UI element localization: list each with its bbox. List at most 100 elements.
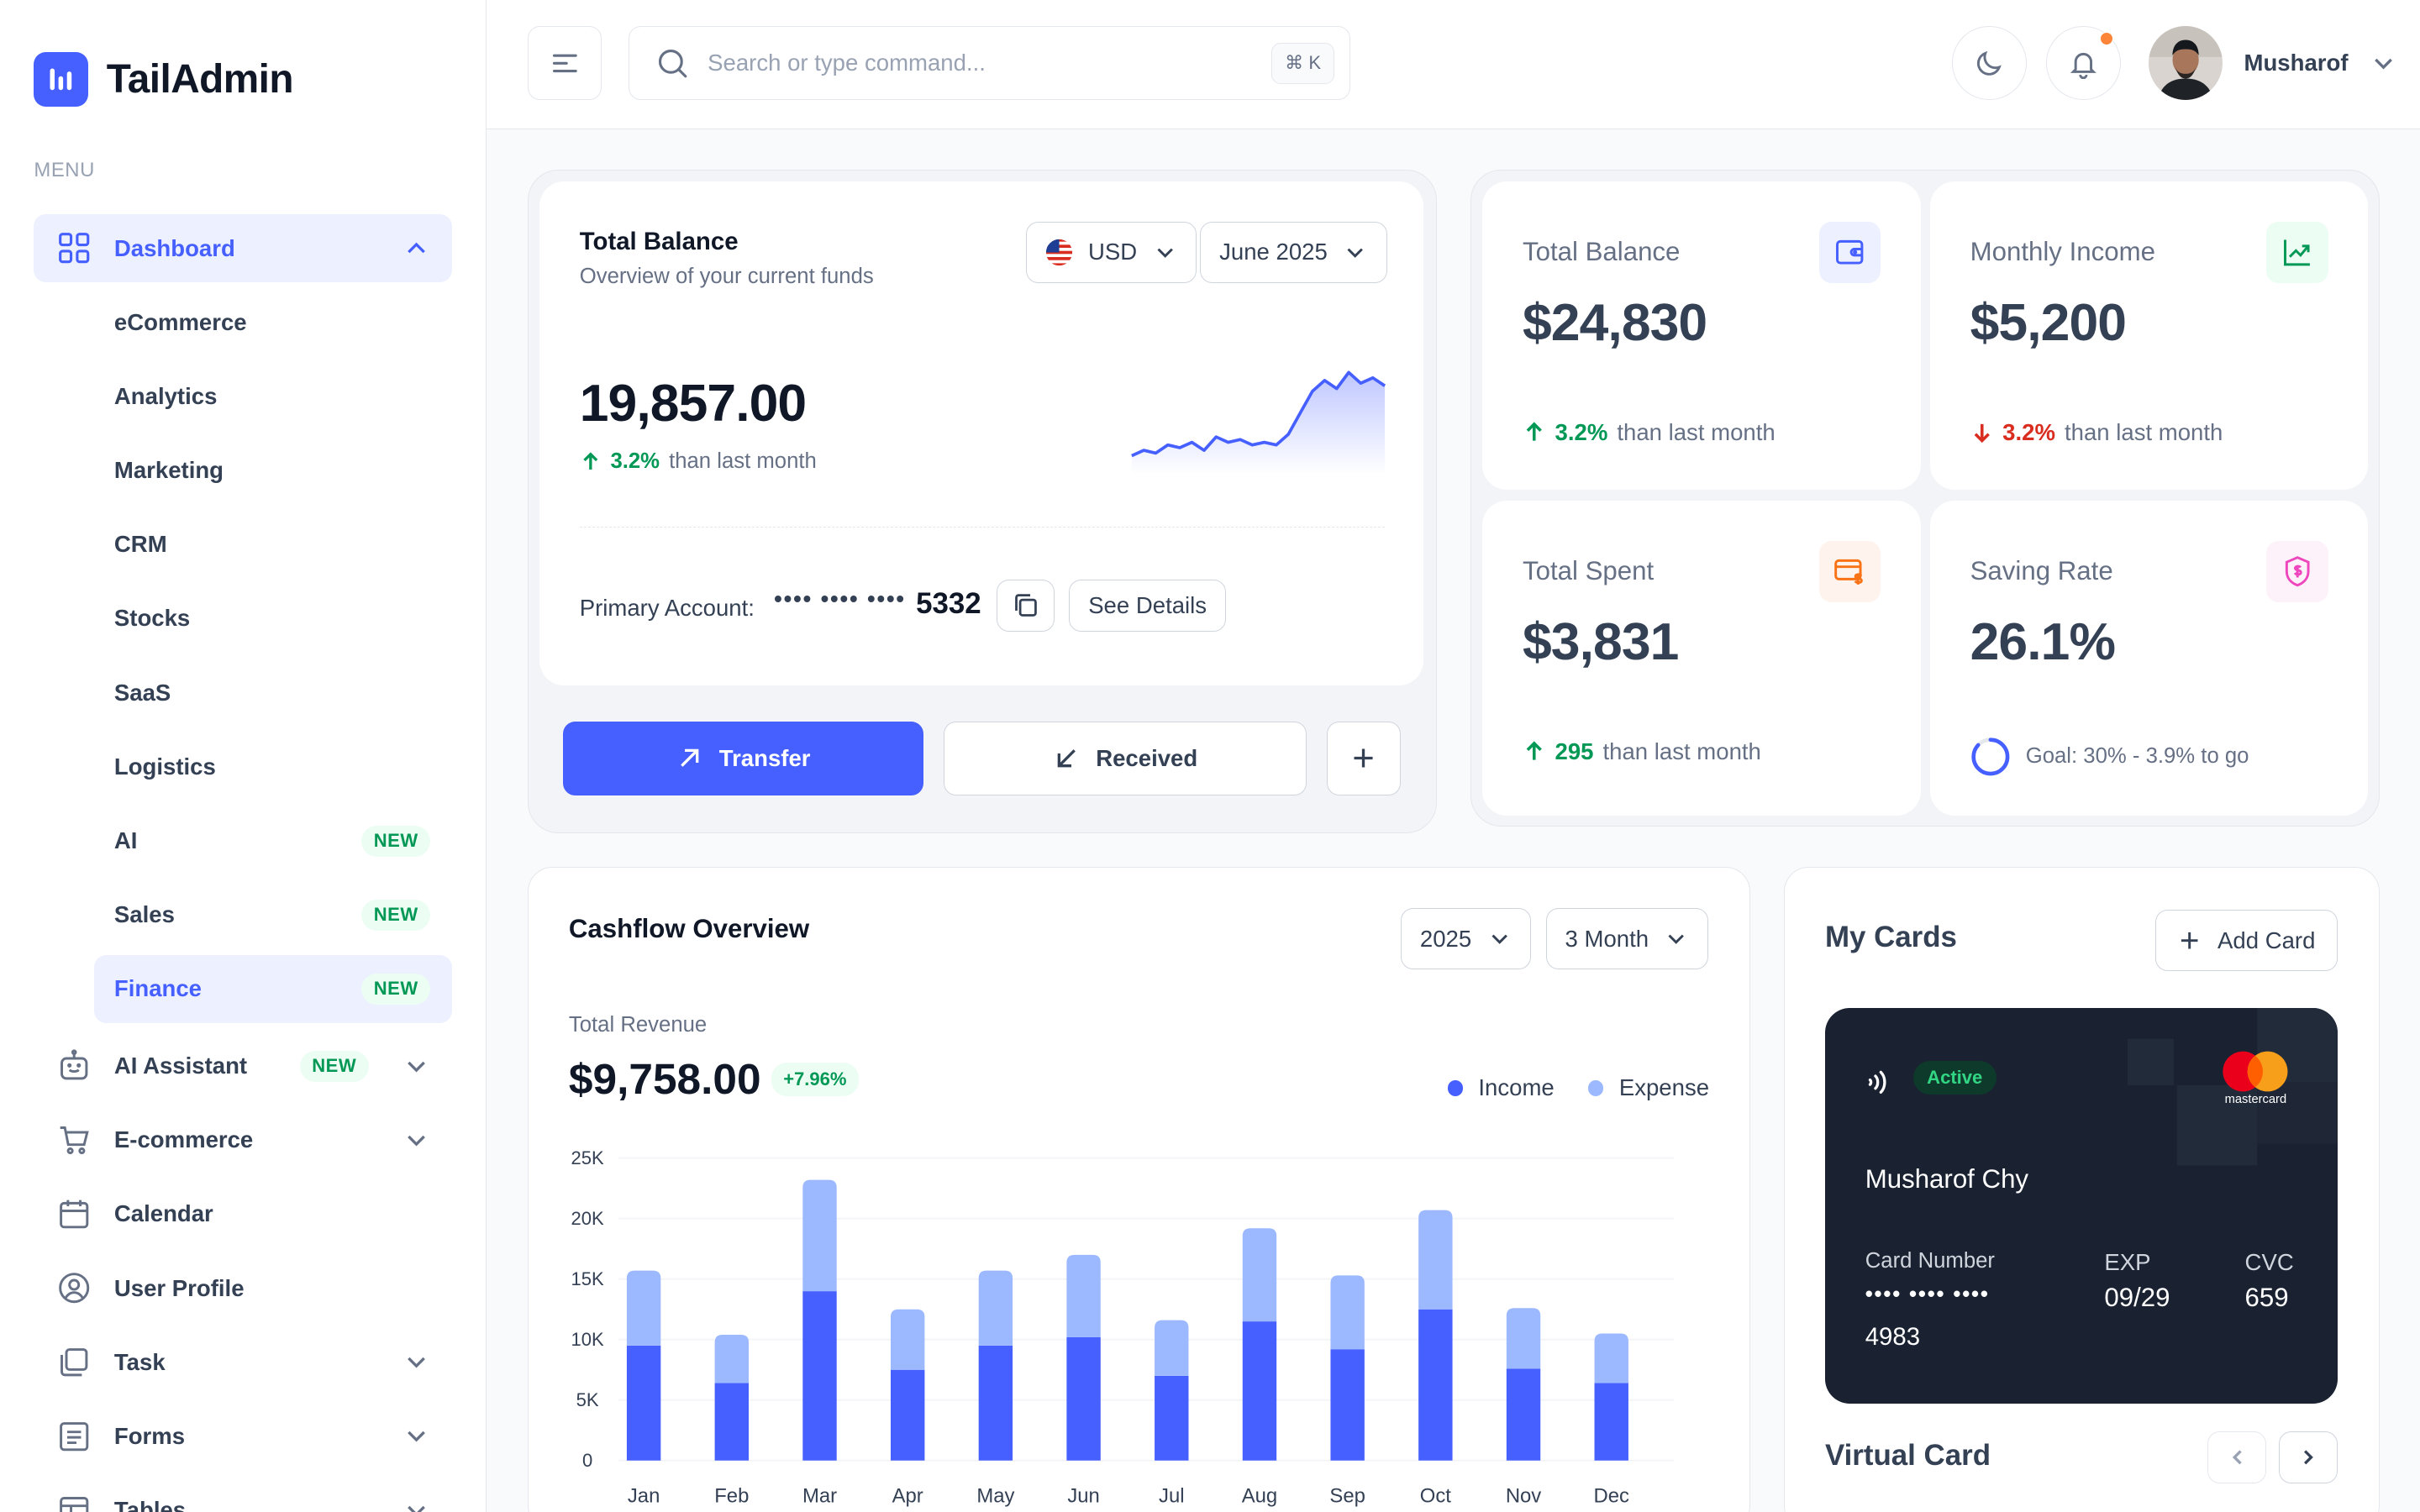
chevron-down-icon — [402, 1348, 430, 1376]
sidebar-item-tables[interactable]: Tables — [34, 1477, 452, 1512]
bar-income-jan[interactable] — [626, 1345, 661, 1461]
mastercard-logo-icon: mastercard — [2217, 1048, 2294, 1107]
sidebar-item-user-profile[interactable]: User Profile — [34, 1254, 452, 1322]
bar-income-jun[interactable] — [1066, 1336, 1101, 1461]
range-select[interactable]: 3 Month — [1545, 907, 1708, 970]
user-circle-icon — [55, 1270, 92, 1307]
credit-card[interactable]: Active mastercard Musharof Chy Card Numb… — [1824, 1008, 2338, 1404]
legend-income[interactable]: Income — [1447, 1074, 1555, 1101]
my-cards-title: My Cards — [1824, 920, 1957, 953]
stat-value: $3,831 — [1522, 612, 1679, 672]
bar-expense-jul[interactable] — [1154, 1320, 1189, 1376]
sidebar-subitem-ecommerce[interactable]: eCommerce — [94, 288, 452, 356]
legend-expense[interactable]: Expense — [1588, 1074, 1709, 1101]
sidebar-item-label: AI Assistant — [113, 1053, 248, 1079]
sidebar-item-calendar[interactable]: Calendar — [34, 1180, 452, 1248]
bar-income-apr[interactable] — [890, 1369, 925, 1461]
x-tick-label: Jul — [1159, 1484, 1185, 1507]
bar-expense-feb[interactable] — [714, 1334, 749, 1383]
primary-account-label: Primary Account: — [579, 595, 755, 622]
sidebar-subitem-stocks[interactable]: Stocks — [94, 585, 452, 653]
cashflow-card: Cashflow Overview 2025 3 Month Total Rev… — [528, 867, 1750, 1512]
balance-trend: 3.2% than last month — [580, 449, 817, 474]
bar-income-sep[interactable] — [1330, 1349, 1365, 1461]
bar-income-may[interactable] — [978, 1345, 1013, 1461]
sidebar-item-label: E-commerce — [113, 1126, 254, 1153]
revenue-change-badge: +7.96% — [771, 1062, 860, 1097]
currency-value: USD — [1087, 239, 1138, 265]
sidebar-subitem-sales[interactable]: Sales NEW — [94, 881, 452, 949]
bar-expense-sep[interactable] — [1330, 1275, 1365, 1350]
period-select[interactable]: June 2025 — [1200, 221, 1387, 284]
add-card-label: Add Card — [2217, 927, 2316, 953]
sidebar-subitem-label: Finance — [113, 975, 203, 1002]
sidebar-subitem-ai[interactable]: AI NEW — [94, 807, 452, 875]
bar-expense-jan[interactable] — [626, 1270, 661, 1346]
sidebar-subitem-marketing[interactable]: Marketing — [94, 437, 452, 505]
add-card-button[interactable]: Add Card — [2155, 909, 2338, 972]
chevron-down-icon — [1664, 927, 1688, 951]
stat-value: 26.1% — [1970, 612, 2116, 672]
bar-income-oct[interactable] — [1418, 1309, 1453, 1461]
arrow-up-icon — [1523, 421, 1546, 444]
brand-name: TailAdmin — [106, 57, 294, 102]
range-value: 3 Month — [1565, 925, 1649, 952]
bar-expense-apr[interactable] — [890, 1309, 925, 1370]
transfer-button[interactable]: Transfer — [562, 721, 924, 795]
brand[interactable]: TailAdmin — [34, 52, 294, 107]
bell-icon — [2068, 48, 2099, 79]
bar-income-jul[interactable] — [1154, 1375, 1189, 1461]
bar-expense-dec[interactable] — [1594, 1333, 1628, 1383]
bar-income-mar[interactable] — [802, 1290, 837, 1461]
search-input[interactable] — [708, 50, 1233, 77]
tailadmin-logo-icon — [34, 52, 88, 107]
see-details-button[interactable]: See Details — [1068, 579, 1227, 633]
cashflow-chart: 0 5K 10K 15K 20K 25K Jan Feb Mar Apr May Jun Jul Aug S… — [571, 1147, 1674, 1507]
year-select[interactable]: 2025 — [1400, 907, 1531, 970]
sidebar-item-forms[interactable]: Forms — [34, 1402, 452, 1470]
x-tick-label: Jan — [628, 1484, 660, 1507]
bar-income-aug[interactable] — [1242, 1320, 1277, 1461]
user-menu[interactable]: Musharof — [2148, 26, 2398, 101]
bar-expense-jun[interactable] — [1066, 1254, 1101, 1337]
x-tick-label: Mar — [802, 1484, 837, 1507]
chevron-up-icon — [402, 234, 430, 262]
stat-change-text: than last month — [1617, 418, 1776, 445]
received-button[interactable]: Received — [944, 721, 1307, 795]
sidebar-subitem-finance[interactable]: Finance NEW — [94, 954, 453, 1023]
copy-button[interactable] — [996, 579, 1055, 633]
stat-change: 3.2% — [1555, 418, 1608, 445]
notifications-button[interactable] — [2046, 26, 2121, 101]
x-tick-label: Feb — [714, 1484, 749, 1507]
sidebar-item-task[interactable]: Task — [34, 1328, 452, 1396]
card-cvc-value: 659 — [2244, 1283, 2289, 1313]
sidebar-item-dashboard[interactable]: Dashboard — [34, 214, 453, 283]
sidebar-item-e-commerce[interactable]: E-commerce — [34, 1106, 452, 1174]
bar-expense-nov[interactable] — [1506, 1308, 1541, 1369]
sidebar-subitem-label: Logistics — [113, 753, 216, 780]
sidebar-subitem-saas[interactable]: SaaS — [94, 659, 452, 727]
sidebar-subitem-crm[interactable]: CRM — [94, 511, 452, 579]
bar-expense-aug[interactable] — [1242, 1228, 1277, 1321]
balance-change-text: than last month — [669, 449, 817, 474]
bar-income-nov[interactable] — [1506, 1368, 1541, 1461]
currency-select[interactable]: USD — [1025, 221, 1197, 284]
stat-trend: 295 than last month — [1523, 738, 1761, 765]
sidebar-subitem-logistics[interactable]: Logistics — [94, 732, 452, 801]
sidebar-item-ai-assistant[interactable]: AI Assistant NEW — [34, 1032, 452, 1100]
sidebar-item-label: Task — [113, 1348, 166, 1375]
card-next-button[interactable] — [2278, 1431, 2338, 1484]
bar-income-dec[interactable] — [1594, 1383, 1628, 1461]
sidebar-toggle-button[interactable] — [528, 26, 602, 101]
theme-toggle-button[interactable] — [1952, 26, 2027, 101]
bar-expense-oct[interactable] — [1418, 1210, 1453, 1310]
bar-expense-may[interactable] — [978, 1270, 1013, 1346]
stat-trend: 3.2% than last month — [1523, 419, 1776, 446]
x-tick-label: May — [976, 1484, 1014, 1507]
new-badge: NEW — [361, 825, 431, 857]
bar-income-feb[interactable] — [714, 1383, 749, 1461]
sidebar-subitem-analytics[interactable]: Analytics — [94, 363, 452, 431]
add-button[interactable] — [1326, 721, 1401, 795]
card-prev-button[interactable] — [2207, 1431, 2267, 1484]
bar-expense-mar[interactable] — [802, 1179, 837, 1291]
